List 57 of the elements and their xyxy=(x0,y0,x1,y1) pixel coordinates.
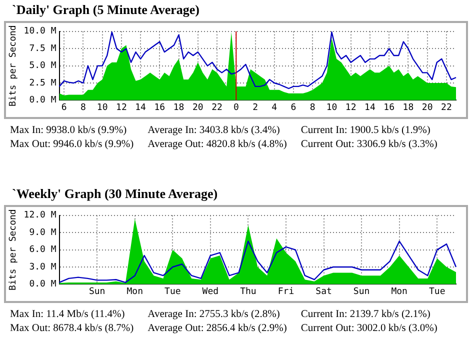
chart-title: `Daily' Graph (5 Minute Average) xyxy=(12,2,200,18)
x-tick-label: Sun xyxy=(88,286,106,297)
x-tick-label: 16 xyxy=(384,102,395,113)
y-tick-label: 7.5 M xyxy=(29,44,57,54)
x-tick-label: 12 xyxy=(116,102,127,113)
x-tick-label: 14 xyxy=(135,102,146,113)
x-tick-label: 12 xyxy=(345,102,356,113)
y-tick-label: 0.0 M xyxy=(29,280,57,290)
text: Average In: 2755.3 kb/s (2.8%) xyxy=(148,308,281,322)
chart-title: `Weekly' Graph (30 Minute Average) xyxy=(12,186,218,202)
x-tick-label: 20 xyxy=(422,102,433,113)
x-tick-label: Mon xyxy=(126,286,144,297)
x-tick-label: Mon xyxy=(391,286,408,297)
y-tick-label: 6.0 M xyxy=(29,245,57,256)
x-tick-label: 22 xyxy=(441,102,452,113)
text: Current Out: 3002.0 kb/s (3.0%) xyxy=(300,322,438,336)
y-tick-label: 9.0 M xyxy=(29,228,57,238)
text: Average Out: 4820.8 kb/s (4.8%) xyxy=(148,138,287,152)
y-tick-label: 12.0 M xyxy=(24,210,57,221)
x-tick-label: Wed xyxy=(202,286,219,297)
x-tick-label: Sun xyxy=(353,286,370,297)
text: Max In: 9938.0 kb/s (9.9%) xyxy=(10,124,128,138)
x-tick-label: 20 xyxy=(192,102,204,113)
x-tick-label: 14 xyxy=(364,102,376,113)
x-tick-label: Thu xyxy=(240,286,256,297)
x-tick-label: 8 xyxy=(80,102,86,113)
text: Max Out: 9946.0 kb/s (9.9%) xyxy=(10,138,134,152)
x-tick-label: Tue xyxy=(164,286,181,297)
y-tick-label: 2.5 M xyxy=(29,78,57,88)
text: Max Out: 8678.4 kb/s (8.7%) xyxy=(10,322,134,336)
x-tick-label: 18 xyxy=(402,102,414,113)
y-tick-label: 0.0 M xyxy=(29,96,57,106)
text: Current In: 1900.5 kb/s (1.9%) xyxy=(300,124,432,138)
y-tick-label: 3.0 M xyxy=(29,262,57,272)
x-tick-label: 2 xyxy=(252,102,258,113)
x-tick-label: Sat xyxy=(316,286,332,297)
x-tick-label: 4 xyxy=(272,102,278,113)
text: Average Out: 2856.4 kb/s (2.9%) xyxy=(148,322,287,336)
text: Current Out: 3306.9 kb/s (3.3%) xyxy=(300,138,438,152)
x-tick-label: 22 xyxy=(212,102,222,113)
x-tick-label: 18 xyxy=(173,102,184,113)
text: Average In: 3403.8 kb/s (3.4%) xyxy=(148,124,281,138)
x-tick-label: 6 xyxy=(290,102,296,113)
x-tick-label: Fri xyxy=(278,286,294,297)
x-tick-label: 0 xyxy=(233,102,239,113)
text: Max In: 11.4 Mb/s (11.4%) xyxy=(10,308,126,322)
x-tick-label: 8 xyxy=(310,102,316,113)
x-tick-label: 16 xyxy=(154,102,166,113)
y-tick-label: 5.0 M xyxy=(29,61,57,72)
y-tick-label: 10.0 M xyxy=(24,26,57,37)
text: Current In: 2139.7 kb/s (2.1%) xyxy=(300,308,432,322)
x-tick-label: Tue xyxy=(428,286,446,297)
x-tick-label: 6 xyxy=(61,102,67,113)
x-tick-label: 10 xyxy=(96,102,108,113)
x-tick-label: 10 xyxy=(326,102,338,113)
y-axis-title: Bits per Second xyxy=(8,209,19,290)
y-axis-title: Bits per Second xyxy=(8,25,19,106)
